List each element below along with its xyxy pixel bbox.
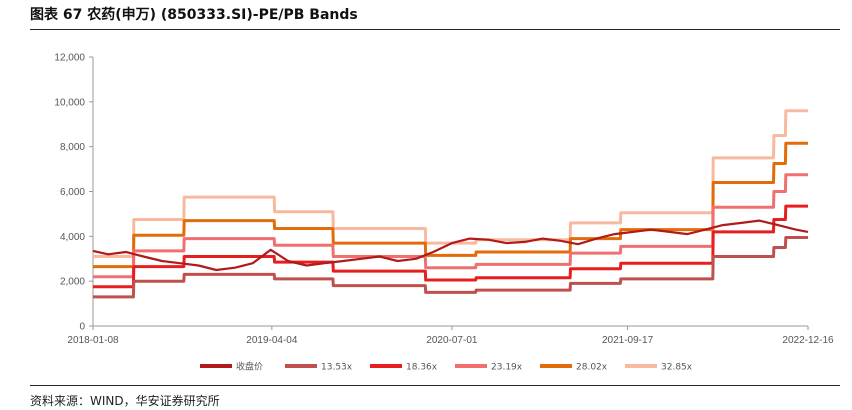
y-tick-label: 0 [79, 322, 85, 333]
series-line-5 [93, 109, 808, 258]
y-tick-label: 12,000 [54, 53, 85, 64]
x-tick-label: 2018-01-08 [67, 335, 119, 346]
series-line-2 [93, 204, 808, 289]
x-tick-label: 2019-04-04 [246, 335, 298, 346]
y-tick-label: 10,000 [54, 97, 85, 108]
y-tick-label: 8,000 [60, 142, 85, 153]
legend-label-4: 28.02x [576, 363, 608, 373]
x-tick-label: 2020-07-01 [426, 335, 478, 346]
x-tick-label: 2021-09-17 [602, 335, 654, 346]
top-rule [30, 29, 840, 30]
bottom-rule [30, 385, 840, 386]
chart-title: 图表 67 农药(申万) (850333.SI)-PE/PB Bands [30, 7, 358, 23]
y-tick-label: 6,000 [60, 187, 85, 198]
y-tick-label: 2,000 [60, 277, 85, 288]
source-note: 资料来源：WIND，华安证券研究所 [30, 394, 220, 408]
axes: 0 2,000 4,000 6,000 8,000 10,000 12,000 2018-01… [54, 53, 834, 347]
series-line-0 [92, 219, 809, 272]
legend-label-1: 13.53x [321, 363, 353, 373]
legend-label-2: 18.36x [406, 363, 438, 373]
legend-label-3: 23.19x [491, 363, 523, 373]
series-lines [92, 109, 809, 299]
series-line-4 [93, 141, 808, 269]
series-line-1 [93, 236, 808, 299]
legend: 收盘价 13.53x 18.36x 23.19x 28.02x 32.85x [200, 361, 693, 373]
series-line-3 [93, 173, 808, 279]
legend-label-5: 32.85x [661, 363, 693, 373]
legend-label-0: 收盘价 [236, 361, 263, 373]
x-tick-label: 2022-12-16 [782, 335, 834, 346]
y-tick-label: 4,000 [60, 232, 85, 243]
